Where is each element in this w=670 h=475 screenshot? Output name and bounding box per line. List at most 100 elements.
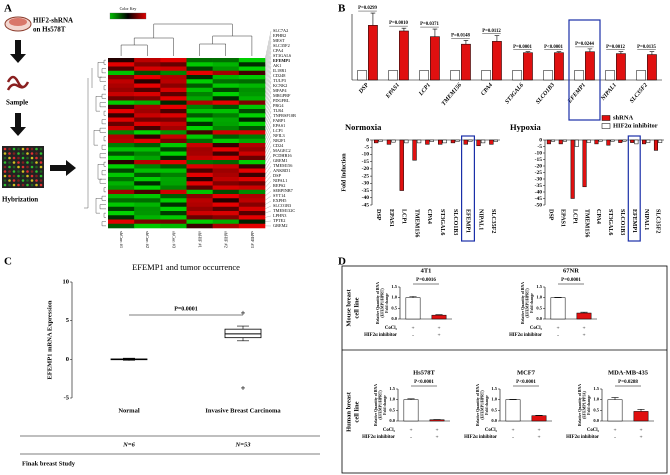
heatmap-cell	[212, 219, 240, 225]
heatmap-cell	[238, 113, 266, 118]
heatmap-cell	[108, 194, 135, 199]
heatmap-cell	[186, 223, 213, 229]
heatmap-cell	[160, 189, 187, 195]
label-connector	[264, 165, 272, 175]
label-connector	[264, 120, 272, 137]
y-axis-label: Relative Quantity of RNA	[374, 384, 378, 426]
heatmap-cell	[134, 151, 161, 157]
spot	[17, 174, 20, 178]
p-value: P=0.0244	[575, 42, 594, 47]
heatmap-cell	[186, 104, 213, 110]
x-tick-label: NIPAL1	[643, 209, 649, 230]
p-value: P=0.0288	[618, 380, 638, 385]
y-tick-label: -5	[364, 144, 369, 150]
error-bar	[587, 48, 593, 52]
p-value: P<0.0001	[516, 380, 536, 385]
heatmap-cell	[186, 75, 213, 80]
bar	[386, 139, 392, 145]
label-connector	[264, 210, 272, 214]
condition-mark: +	[409, 427, 412, 433]
spot	[12, 174, 16, 178]
error-bar	[494, 35, 500, 42]
x-tick-label: TMEM156	[583, 209, 589, 237]
p-value: P=0.0135	[637, 45, 656, 50]
dendrogram	[84, 59, 106, 227]
heatmap-cell	[238, 126, 266, 131]
p-value: P=0.0001	[513, 45, 532, 50]
heatmap-cell	[108, 202, 135, 208]
label-connector	[264, 105, 272, 124]
bar	[416, 139, 422, 144]
condition-label: CoCl₂	[530, 326, 543, 331]
heatmap-cell	[134, 100, 161, 106]
y-axis-label: (EFEMP1/HPRT)	[480, 390, 484, 420]
heatmap-cell	[238, 79, 266, 84]
label-connector	[264, 90, 272, 112]
y-tick-label: 0.0	[536, 316, 542, 321]
heatmap-cell	[238, 104, 266, 110]
bar	[461, 43, 471, 81]
heatmap-cell	[212, 215, 240, 220]
spot	[17, 161, 20, 164]
heatmap-cell	[186, 121, 213, 127]
label-connector	[264, 200, 272, 205]
gene-label: PCDHB16	[273, 153, 292, 158]
heatmap-cell	[212, 138, 240, 144]
bar	[636, 70, 646, 81]
gene-label: KCNK2	[273, 83, 287, 88]
heatmap-cell	[134, 83, 161, 89]
chart-title: MCF7	[517, 369, 536, 376]
bar	[642, 139, 647, 145]
bar	[610, 139, 615, 142]
row-label: Mouse breast	[345, 289, 352, 327]
heatmap-cell	[134, 134, 161, 140]
spot	[35, 183, 38, 187]
x-tick-label: SLCO1B3	[619, 209, 625, 235]
color-key-title: Color Key	[120, 6, 137, 11]
x-tick-label: TMEM156	[413, 209, 419, 237]
heatmap-cell	[108, 121, 135, 127]
condition-mark: +	[435, 434, 438, 440]
heatmap-cell	[212, 172, 240, 178]
spot	[35, 147, 38, 151]
p-value: P=0.0299	[358, 6, 377, 11]
bar	[399, 30, 409, 81]
spot	[12, 152, 16, 155]
heatmap-cell	[238, 198, 266, 203]
spot	[8, 170, 11, 173]
spot	[3, 179, 7, 182]
heatmap-cell	[134, 147, 161, 152]
rna-icon	[6, 75, 30, 91]
x-tick-label: SLC35F2	[655, 209, 661, 233]
step-label: HIF2-shRNA	[33, 17, 73, 25]
spot	[12, 161, 16, 164]
heatmap-cell	[238, 223, 266, 229]
x-tick-label: ST3GAL6	[607, 209, 613, 235]
heatmap-cell	[134, 211, 161, 216]
legend-label: HIF2α inhibitor	[613, 122, 658, 129]
heatmap-cell	[160, 130, 187, 135]
chart-title: 4T1	[421, 267, 432, 274]
heatmap-cell	[160, 75, 187, 80]
spot	[35, 161, 38, 164]
gene-label: TULP3	[273, 78, 286, 83]
heatmap-cell	[238, 206, 266, 212]
spot	[8, 165, 11, 169]
spot	[3, 156, 7, 160]
gene-label: SLC7A2	[273, 28, 288, 33]
highlight-box	[568, 19, 601, 121]
heatmap-cell	[238, 138, 266, 144]
gene-label: ST3GAL6	[273, 53, 292, 58]
bar	[570, 139, 575, 199]
heatmap-cell	[108, 138, 135, 144]
y-tick-label: -5	[64, 394, 70, 401]
spot	[26, 179, 29, 182]
y-tick-label: 0	[366, 137, 369, 143]
heatmap-cell	[212, 164, 240, 169]
bar	[605, 70, 615, 81]
arrow	[50, 160, 76, 176]
y-axis-label: EFEMP1 mRNA Expression	[46, 300, 53, 379]
error-bar	[401, 27, 407, 31]
bar	[450, 70, 460, 81]
